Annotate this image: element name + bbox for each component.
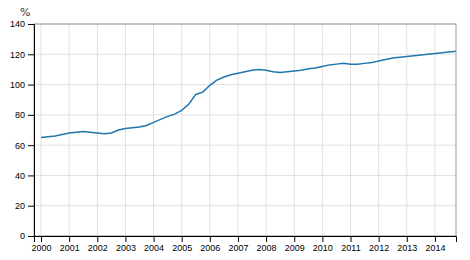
x-tick: 2002: [88, 236, 108, 253]
y-tick: 120: [10, 50, 34, 60]
x-tick-label: 2007: [228, 243, 248, 253]
y-tick: 20: [15, 201, 34, 211]
y-tick: 60: [15, 141, 34, 151]
x-tick-label: 2001: [60, 243, 80, 253]
x-tick-mark: [379, 236, 380, 242]
x-tick-mark: [154, 236, 155, 242]
x-grid-line: [181, 24, 182, 236]
y-tick-label: 140: [10, 19, 25, 29]
y-tick: 80: [15, 110, 34, 120]
x-tick-label: 2000: [32, 243, 52, 253]
x-grid-line: [209, 24, 210, 236]
y-tick-label: 20: [15, 201, 25, 211]
y-tick-mark: [28, 115, 34, 116]
x-grid-line: [434, 24, 435, 236]
x-tick-label: 2008: [257, 243, 277, 253]
x-tick-label: 2003: [116, 243, 136, 253]
y-tick-label: 120: [10, 50, 25, 60]
x-tick: 2007: [228, 236, 248, 253]
chart-svg: 2000 2001 2002 2003 2004 2005 2006 2007 2008 2009…: [0, 0, 470, 260]
marks: [41, 51, 456, 137]
plot-frame: [34, 24, 456, 236]
grid: [34, 24, 456, 236]
x-grid-line: [266, 24, 267, 236]
y-tick-mark: [28, 54, 34, 55]
x-tick: 2008: [257, 236, 277, 253]
y-tick-mark: [28, 236, 34, 237]
x-grid-line: [237, 24, 238, 236]
x-tick: 2001: [60, 236, 80, 253]
x-tick-label: 2002: [88, 243, 108, 253]
y-tick-label: 80: [15, 110, 25, 120]
x-axis: 2000 2001 2002 2003 2004 2005 2006 2007 2008 2009…: [32, 236, 457, 253]
x-grid-line: [322, 24, 323, 236]
x-tick: 2000: [32, 236, 52, 253]
x-tick: 2003: [116, 236, 136, 253]
x-tick-mark: [407, 236, 408, 242]
x-tick-mark: [294, 236, 295, 242]
x-tick-mark: [435, 236, 436, 242]
x-tick-mark: [266, 236, 267, 242]
x-tick: 2014: [425, 236, 445, 253]
chart-container: 2000 2001 2002 2003 2004 2005 2006 2007 2008 2009…: [0, 0, 470, 260]
x-grid-line: [350, 24, 351, 236]
y-axis-label: %: [20, 6, 30, 19]
x-axis-line: [35, 237, 457, 243]
y-tick-label: 0: [20, 231, 25, 241]
x-tick-label: 2006: [200, 243, 220, 253]
x-grid-line: [378, 24, 379, 236]
y-tick-mark: [28, 206, 34, 207]
x-tick: 2006: [200, 236, 220, 253]
y-tick-mark: [28, 175, 34, 176]
x-tick: 2005: [172, 236, 192, 253]
x-tick-mark: [322, 236, 323, 242]
x-tick: 2011: [341, 236, 360, 253]
y-axis: 0 20 40 60 80 100 120 140: [10, 19, 35, 241]
plot-area: 2000 2001 2002 2003 2004 2005 2006 2007 2008 2009…: [10, 19, 457, 253]
y-tick-mark: [28, 85, 34, 86]
x-tick-label: 2004: [144, 243, 164, 253]
y-tick-label: 100: [10, 80, 25, 90]
y-tick-label: 60: [15, 141, 25, 151]
y-tick: 40: [15, 171, 34, 181]
x-tick-label: 2014: [425, 243, 445, 253]
x-tick-mark: [238, 236, 239, 242]
x-tick-mark: [182, 236, 183, 242]
x-tick-mark: [69, 236, 70, 242]
x-tick-label: 2011: [341, 243, 360, 253]
x-tick: 2012: [369, 236, 389, 253]
x-tick-label: 2009: [285, 243, 305, 253]
y-tick-mark: [28, 24, 34, 25]
x-tick-label: 2005: [172, 243, 192, 253]
x-grid-line: [294, 24, 295, 236]
y-tick: 0: [20, 231, 34, 241]
x-grid-line: [97, 24, 98, 236]
x-tick-mark: [41, 236, 42, 242]
x-grid-line: [125, 24, 126, 236]
y-tick: 100: [10, 80, 34, 90]
x-tick: 2004: [144, 236, 164, 253]
y-tick: 140: [10, 19, 34, 29]
x-grid-line: [69, 24, 70, 236]
x-tick-mark: [210, 236, 211, 242]
x-tick-mark: [97, 236, 98, 242]
y-axis-line: [28, 25, 35, 237]
x-tick-label: 2012: [369, 243, 389, 253]
x-tick: 2010: [313, 236, 333, 253]
x-tick: 2009: [285, 236, 305, 253]
x-grid-line: [153, 24, 154, 236]
x-tick-label: 2013: [397, 243, 417, 253]
data-line: [41, 51, 456, 137]
y-tick-label: 40: [15, 171, 25, 181]
x-grid-line: [41, 24, 42, 236]
x-tick: 2013: [397, 236, 417, 253]
x-tick-mark: [351, 236, 352, 242]
x-tick-mark: [125, 236, 126, 242]
x-tick-label: 2010: [313, 243, 333, 253]
y-tick-mark: [28, 145, 34, 146]
